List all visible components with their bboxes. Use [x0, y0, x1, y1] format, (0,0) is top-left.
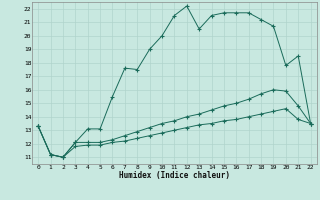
X-axis label: Humidex (Indice chaleur): Humidex (Indice chaleur): [119, 171, 230, 180]
